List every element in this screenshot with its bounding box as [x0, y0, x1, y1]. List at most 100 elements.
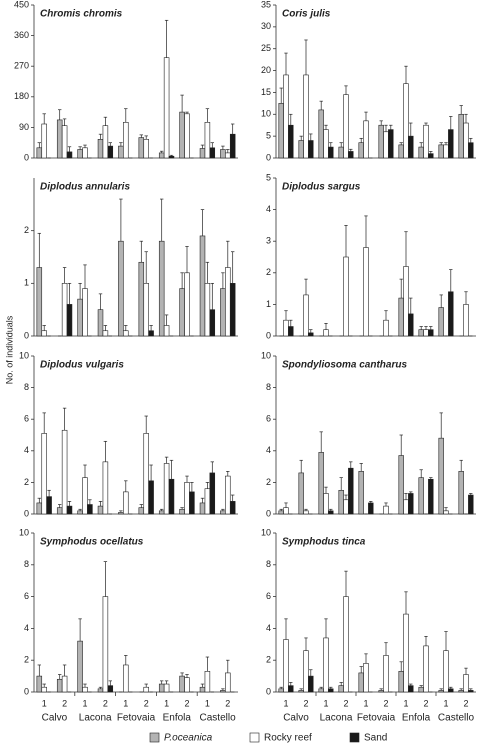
bar [123, 330, 129, 337]
error-bar [439, 412, 443, 439]
error-bar [103, 440, 108, 462]
error-bar [419, 685, 423, 688]
bar [343, 94, 349, 159]
bar [204, 283, 211, 337]
bar [184, 113, 190, 159]
error-bar [469, 688, 473, 691]
y-tick-label: 0 [24, 152, 29, 162]
error-bar [339, 142, 343, 148]
bar [97, 139, 104, 159]
bar [318, 688, 324, 693]
error-bar [309, 329, 313, 333]
error-bar [364, 111, 368, 121]
error-bar [83, 144, 87, 148]
error-bar [304, 508, 308, 511]
bar [323, 129, 329, 159]
bar [318, 452, 324, 515]
bar [158, 152, 165, 159]
bar [383, 505, 389, 515]
bar [443, 650, 449, 693]
x-tick-label: 2 [225, 698, 230, 708]
error-bar [279, 87, 283, 104]
x-tick-label: 1 [283, 698, 288, 708]
y-tick-label: 5 [266, 172, 271, 182]
bar [343, 256, 349, 337]
bar [56, 119, 63, 159]
group-label: Castello [200, 713, 237, 724]
error-bar [62, 118, 67, 126]
error-bar [279, 686, 283, 689]
bar [229, 501, 236, 515]
x-tick-label: 2 [383, 698, 388, 708]
error-bar [83, 464, 87, 478]
y-tick-label: 270 [14, 61, 29, 71]
error-bar [439, 294, 443, 308]
bar [383, 655, 389, 693]
bar [168, 156, 175, 159]
error-bar [124, 655, 128, 665]
error-bar [200, 683, 205, 688]
error-bar [230, 123, 235, 135]
y-tick-label: 0 [266, 686, 271, 696]
bar [458, 471, 464, 515]
y-tick-label: 2 [266, 267, 271, 277]
bar [468, 494, 474, 515]
bar [363, 247, 369, 337]
bar [61, 429, 68, 515]
error-bar [226, 470, 230, 477]
bar [438, 690, 444, 693]
error-bar [344, 570, 348, 597]
y-tick-label: 0 [266, 508, 271, 518]
bar [158, 510, 165, 515]
x-tick-label: 1 [164, 698, 169, 708]
error-bar [210, 142, 215, 148]
error-bar [210, 461, 215, 473]
y-tick-label: 2 [24, 655, 29, 665]
bar [66, 151, 73, 159]
y-tick-label: 0 [266, 152, 271, 162]
x-tick-label: 2 [184, 698, 189, 708]
bar [448, 688, 454, 693]
error-bar [200, 497, 205, 503]
error-bar [226, 149, 230, 153]
bar [418, 329, 424, 337]
error-bar [324, 618, 328, 638]
error-bar [359, 463, 363, 472]
bar [308, 675, 314, 693]
y-tick-label: 8 [24, 382, 29, 392]
error-bar [67, 501, 72, 507]
panel-title: Coris julis [282, 9, 331, 20]
y-tick-label: 2 [266, 477, 271, 487]
error-bar [185, 111, 189, 114]
bar [118, 145, 124, 159]
bar [358, 471, 364, 515]
error-bar [284, 502, 288, 508]
error-bar [429, 477, 433, 480]
error-bar [324, 323, 328, 330]
bar [408, 313, 414, 337]
error-bar [319, 431, 323, 453]
error-bar [62, 664, 67, 677]
bar [428, 153, 434, 159]
bar [229, 133, 236, 159]
y-tick-label: 8 [266, 559, 271, 569]
error-bar [169, 154, 174, 157]
error-bar [399, 661, 403, 672]
bar [179, 111, 185, 159]
error-bar [57, 674, 62, 680]
bar [118, 512, 124, 515]
error-bar [309, 669, 313, 677]
error-bar [449, 686, 453, 689]
error-bar [98, 293, 103, 310]
bar [82, 686, 88, 693]
error-bar [42, 325, 46, 331]
error-bar [149, 325, 153, 331]
y-tick-label: 2 [266, 655, 271, 665]
error-bar [47, 489, 51, 497]
bar [298, 140, 304, 159]
x-tick-label: 1 [323, 698, 328, 708]
bar [138, 261, 145, 337]
y-tick-label: 25 [261, 43, 271, 53]
bar [458, 690, 464, 693]
error-bar [205, 656, 210, 672]
